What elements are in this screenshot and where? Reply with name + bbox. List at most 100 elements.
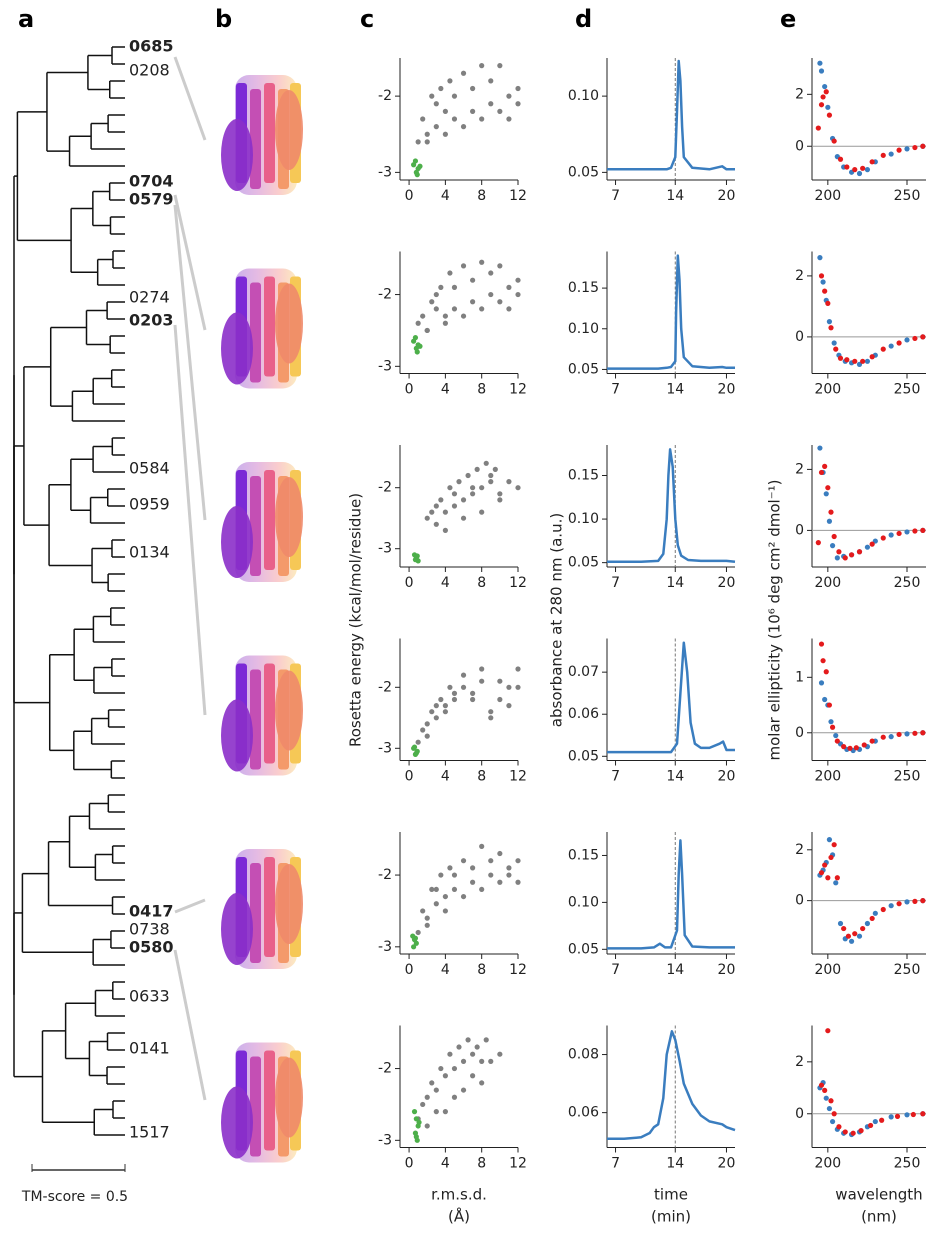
data-point — [822, 83, 828, 90]
data-point — [515, 101, 521, 107]
data-point — [837, 156, 844, 162]
data-point — [848, 552, 855, 558]
data-point — [415, 139, 421, 145]
data-point — [479, 1080, 485, 1086]
protein-structure — [221, 268, 303, 389]
data-point — [497, 850, 503, 857]
data-point — [438, 284, 444, 290]
data-point — [841, 925, 847, 932]
data-point — [416, 1119, 422, 1125]
x-tick-label: 14 — [666, 382, 684, 398]
data-point — [822, 862, 828, 868]
x-tick-label: 250 — [894, 962, 921, 978]
strand — [250, 669, 261, 770]
data-point — [412, 335, 419, 341]
y-tick-label: 0.10 — [568, 511, 599, 527]
panel-label: c — [360, 5, 374, 33]
x-tick-label: 14 — [666, 188, 684, 204]
data-point — [829, 1118, 836, 1125]
data-point — [497, 63, 503, 69]
data-point — [910, 1111, 916, 1118]
x-tick-label: 0 — [405, 188, 414, 204]
data-point — [460, 263, 467, 269]
data-point — [823, 669, 829, 675]
data-point — [470, 299, 476, 305]
leaf-label: 0580 — [129, 938, 174, 957]
data-point — [429, 886, 435, 893]
data-point — [896, 901, 902, 907]
x-tick-label: 7 — [611, 188, 620, 204]
data-point — [460, 497, 467, 503]
data-point — [869, 354, 875, 360]
leaf-label: 0141 — [129, 1039, 170, 1058]
strand — [264, 663, 275, 764]
data-point — [825, 1028, 831, 1034]
data-point — [424, 922, 430, 928]
data-point — [869, 159, 875, 165]
data-point — [488, 715, 494, 721]
data-point — [460, 70, 467, 76]
data-point — [451, 116, 458, 122]
data-point — [438, 872, 444, 878]
y-tick-label: 0.05 — [568, 361, 599, 377]
y-tick-label: 0.15 — [568, 847, 599, 863]
x-tick-label: 7 — [611, 769, 620, 785]
data-point — [442, 703, 448, 709]
data-point — [417, 343, 423, 349]
data-point — [442, 313, 448, 319]
data-point — [860, 165, 866, 171]
y-tick-label: 0.15 — [568, 468, 599, 484]
data-point — [479, 116, 485, 122]
data-point — [447, 865, 453, 871]
y-tick-label: -3 — [378, 164, 392, 180]
data-point — [822, 1087, 828, 1093]
x-tick-label: 8 — [477, 575, 486, 591]
data-point — [837, 920, 844, 927]
data-point — [888, 532, 894, 538]
leaf-label: 0417 — [129, 902, 174, 921]
strand — [264, 1050, 275, 1151]
data-point — [515, 666, 521, 672]
y-tick-label: 0.10 — [568, 88, 599, 104]
data-point — [856, 933, 863, 939]
data-point — [904, 529, 910, 535]
x-tick-label: 12 — [509, 382, 527, 398]
data-point — [460, 672, 467, 678]
data-point — [825, 300, 831, 306]
data-point — [912, 144, 918, 151]
x-axis-title: (nm) — [861, 1208, 897, 1226]
data-point — [474, 466, 480, 472]
y-tick-label: -3 — [378, 939, 392, 955]
helix — [275, 864, 303, 944]
leaf-label: 0685 — [129, 37, 174, 56]
helix — [221, 312, 253, 385]
data-point — [836, 1124, 842, 1130]
data-point — [888, 343, 894, 349]
x-tick-label: 12 — [509, 188, 527, 204]
data-point — [834, 738, 840, 744]
helix — [275, 90, 303, 170]
data-point — [451, 284, 458, 290]
y-tick-label: 1 — [795, 669, 804, 685]
x-tick-label: 4 — [441, 575, 450, 591]
data-point — [470, 277, 476, 283]
x-tick-label: 8 — [477, 188, 486, 204]
data-point — [833, 732, 839, 739]
data-point — [818, 1082, 825, 1088]
data-point — [831, 1111, 837, 1117]
data-point — [420, 116, 426, 122]
data-point — [488, 1058, 494, 1064]
helix — [275, 1057, 303, 1138]
data-point — [429, 299, 435, 305]
data-point — [920, 1111, 926, 1117]
data-point — [904, 146, 910, 152]
data-point — [451, 491, 458, 497]
data-point — [447, 684, 453, 690]
x-tick-label: 8 — [477, 382, 486, 398]
x-tick-label: 14 — [666, 1156, 684, 1172]
y-tick-label: 0.06 — [568, 1105, 599, 1121]
data-point — [470, 696, 476, 703]
data-point — [483, 1037, 489, 1043]
leaf-label: 0959 — [129, 495, 170, 514]
y-axis-title: absorbance at 280 nm (a.u.) — [548, 513, 566, 727]
